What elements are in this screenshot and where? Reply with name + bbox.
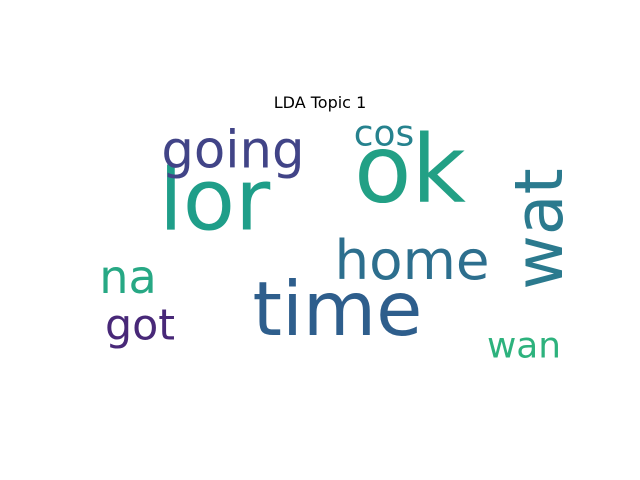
cloud-word-cos: cos	[354, 113, 414, 154]
cloud-word-lor: lor	[159, 151, 271, 250]
cloud-word-going: going	[161, 121, 304, 181]
cloud-word-wat: wat	[500, 168, 578, 289]
plot-title: LDA Topic 1	[273, 93, 367, 112]
cloud-word-wan: wan	[487, 325, 561, 366]
cloud-word-time: time	[253, 265, 423, 353]
cloud-word-got: got	[105, 301, 175, 351]
cloud-word-home: home	[334, 228, 489, 292]
cloud-word-ok: ok	[354, 115, 467, 224]
cloud-word-na: na	[99, 250, 157, 304]
